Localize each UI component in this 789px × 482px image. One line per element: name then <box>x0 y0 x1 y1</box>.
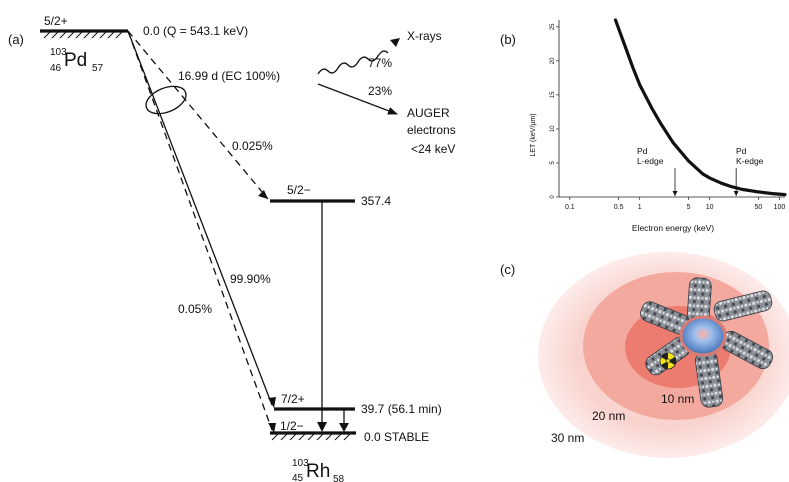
rh-ground-spin: 1/2− <box>280 419 304 433</box>
branch-0025-label: 0.025% <box>232 139 273 153</box>
svg-text:46: 46 <box>50 63 62 74</box>
chart-x-tick-label: 5 <box>687 204 691 211</box>
svg-text:Pd: Pd <box>64 50 87 71</box>
chart-x-tick-label: 1 <box>638 204 642 211</box>
svg-text:103: 103 <box>292 458 309 469</box>
nanoparticle-core <box>679 315 727 357</box>
l-edge-arrowhead <box>672 191 678 196</box>
branch-9990-label: 99.90% <box>230 272 271 286</box>
svg-text:103: 103 <box>50 47 67 58</box>
chart-x-tick-label: 50 <box>755 204 763 211</box>
xray-wave-arrow <box>317 50 389 75</box>
chart-x-tick-label: 0.5 <box>614 204 624 211</box>
chart-y-tick-label: 0 <box>550 195 556 199</box>
svg-text:Rh: Rh <box>306 461 330 482</box>
branch-357-arrowhead <box>258 190 268 199</box>
chart-y-tick-label: 15 <box>550 91 556 98</box>
branch-0-arrowhead <box>268 423 276 433</box>
range-30nm-label: 30 nm <box>551 431 584 445</box>
branch-39-line <box>127 30 273 406</box>
k-edge-label-1: Pd <box>736 146 747 156</box>
let-curve <box>613 18 787 197</box>
rh-357-spin: 5/2− <box>287 183 311 197</box>
rh-ground-hatch <box>271 432 352 441</box>
chart-y-tick-label: 5 <box>550 161 556 165</box>
svg-text:57: 57 <box>92 63 104 74</box>
ec-ellipse <box>145 85 187 115</box>
rh-357-energy: 357.4 <box>361 194 391 208</box>
halflife-label: 16.99 d (EC 100%) <box>178 69 280 83</box>
parent-nuclide-label: 103 46 Pd 57 <box>50 47 104 74</box>
range-10nm-label: 10 nm <box>661 392 694 406</box>
radiation-icon <box>659 352 677 370</box>
l-edge-label-2: L-edge <box>637 156 664 166</box>
rh-39-spin: 7/2+ <box>281 392 305 406</box>
auger-percent: 23% <box>368 84 392 98</box>
chart-y-tick-label: 10 <box>550 125 556 132</box>
xrays-label: X-rays <box>407 29 442 43</box>
gamma-39-arrowhead <box>339 423 349 432</box>
daughter-nuclide-label: 103 45 Rh 58 <box>292 458 345 482</box>
chart-ylabel: LET (keV/µm) <box>530 113 537 156</box>
decay-scheme-panel: (a) 5/2+ 0.0 (Q = 543.1 keV) 103 46 Pd 5… <box>8 14 456 482</box>
auger-label-3: <24 keV <box>411 142 455 156</box>
branch-357-dashed <box>127 30 269 200</box>
branch-005-label: 0.05% <box>178 302 212 316</box>
pd-ground-spin: 5/2+ <box>44 14 68 28</box>
rh-ground-energy: 0.0 STABLE <box>364 430 429 444</box>
panel-c-label: (c) <box>500 262 515 277</box>
branch-0-dashed <box>127 30 273 431</box>
k-edge-label-2: K-edge <box>736 156 764 166</box>
auger-arrow <box>317 83 398 115</box>
branch-39-arrowhead <box>268 397 276 408</box>
chart-x-tick-label: 10 <box>706 204 714 211</box>
panel-a-label: (a) <box>8 32 24 47</box>
gamma-357-arrowhead <box>317 422 327 432</box>
auger-label-2: electrons <box>407 123 456 137</box>
chart-xlabel: Electron energy (keV) <box>632 223 714 233</box>
svg-text:58: 58 <box>333 474 345 482</box>
chart-y-tick-label: 25 <box>550 23 556 30</box>
chart-x-tick-label: 0.1 <box>565 204 575 211</box>
auger-label-1: AUGER <box>407 106 450 120</box>
pd-ground-energy: 0.0 (Q = 543.1 keV) <box>143 24 248 38</box>
panel-b-label: (b) <box>500 32 516 47</box>
chart-x-tick-label: 100 <box>774 204 786 211</box>
dose-range-panel: (c) 10 nm 20 nm 30 nm <box>500 252 789 458</box>
l-edge-label-1: Pd <box>637 146 648 156</box>
xray-arrowhead <box>390 38 400 47</box>
chart-y-tick-label: 20 <box>550 57 556 64</box>
k-edge-arrowhead <box>733 191 739 196</box>
pd-ground-hatch <box>43 30 124 39</box>
svg-text:45: 45 <box>292 473 304 482</box>
xrays-percent: 77% <box>368 56 392 70</box>
range-20nm-label: 20 nm <box>592 409 625 423</box>
rh-39-energy: 39.7 (56.1 min) <box>361 402 442 416</box>
